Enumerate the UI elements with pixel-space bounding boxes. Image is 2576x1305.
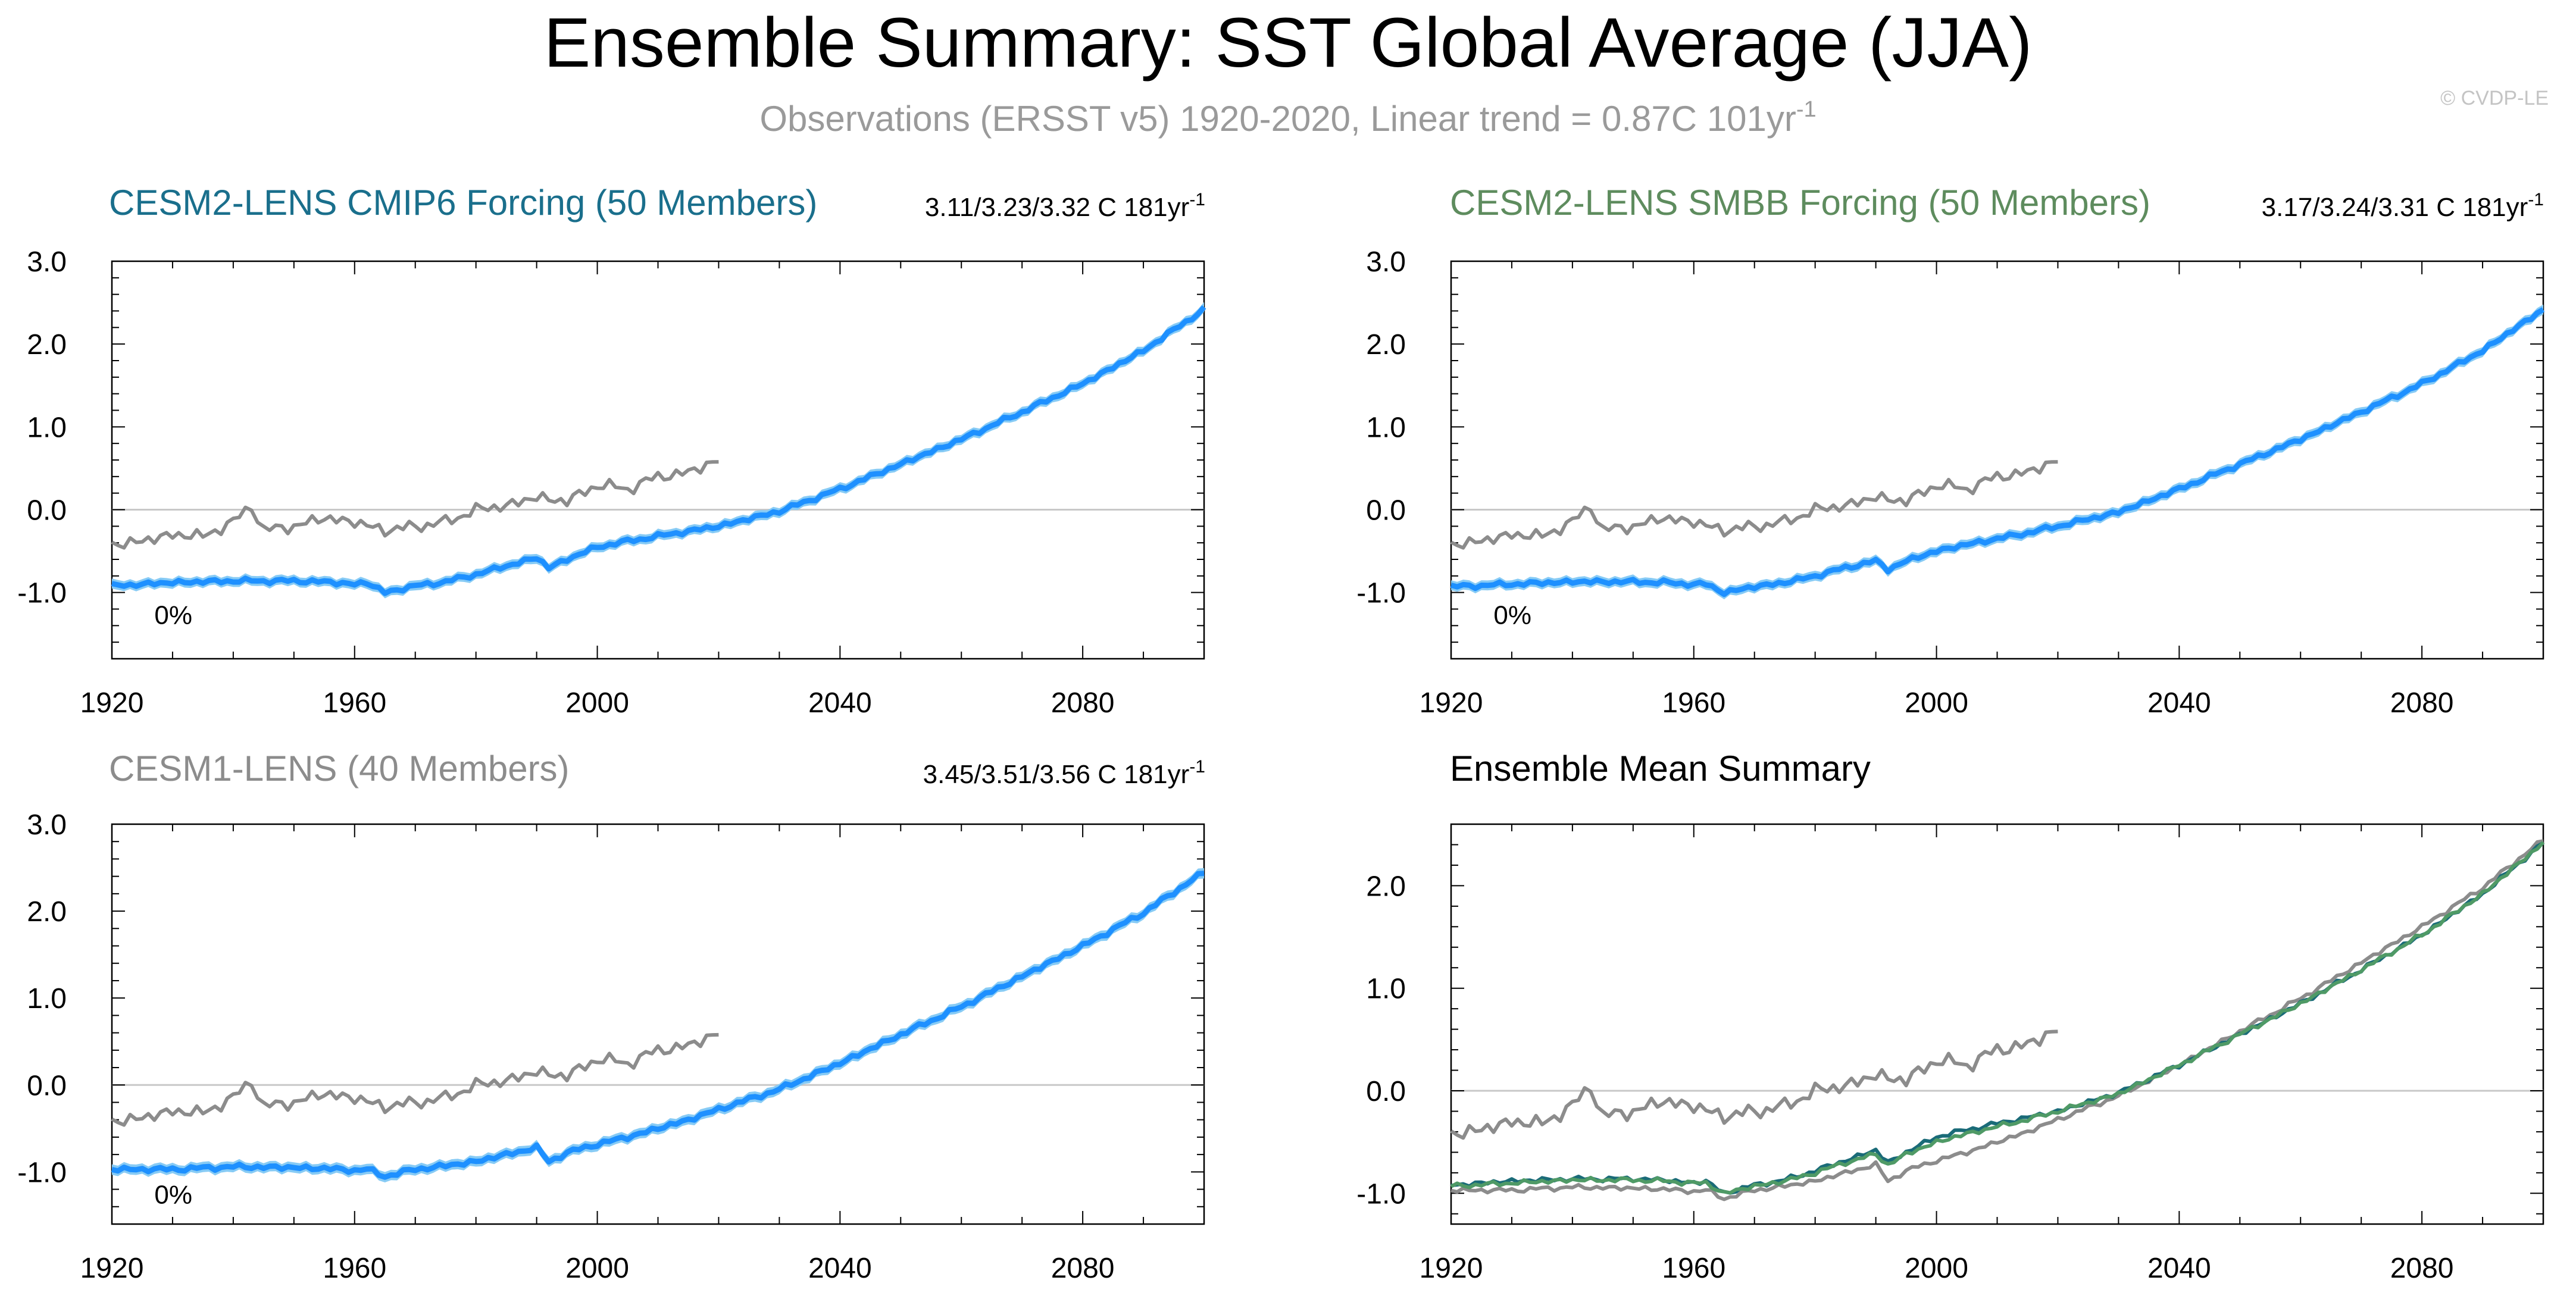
panel-mean-ytick-label: -1.0	[1356, 1178, 1406, 1210]
panel-cmip6-ytick-label: 0.0	[27, 495, 67, 527]
panel-smbb-frame	[1450, 260, 2544, 660]
panel-cmip6-xtick-label: 2040	[808, 687, 872, 719]
panel-smbb-ytick-label: 2.0	[1366, 329, 1406, 361]
panel-cesm1-axes: 3.0 2.0 1.0 0.0 -1.0 1920 1960 2000 2040 2080	[17, 809, 1205, 1284]
panel-cesm1-trend-text: 3.45/3.51/3.56 C 181yr	[923, 760, 1190, 789]
panel-cesm1-ytick-label: 0.0	[27, 1070, 67, 1101]
panel-mean-ytick-label: 1.0	[1366, 974, 1406, 1005]
panel-cmip6-ensemble-mean-line	[111, 305, 1206, 596]
panel-smbb: CESM2-LENS SMBB Forcing (50 Members) 3.1…	[1356, 183, 2545, 719]
panel-cmip6-title: CESM2-LENS CMIP6 Forcing (50 Members)	[109, 183, 817, 223]
panel-mean-observations-line	[1450, 1029, 2058, 1140]
panel-cmip6-xtick-label: 2000	[565, 687, 629, 719]
panel-cesm1-xtick-label: 2040	[808, 1253, 872, 1284]
panel-cesm1-ensemble-mean-line	[111, 871, 1205, 1180]
panel-mean-xtick-label: 2040	[2147, 1253, 2211, 1284]
panel-smbb-observations-line	[1450, 460, 2058, 550]
panel-cmip6-xtick-label: 2080	[1051, 687, 1115, 719]
panel-mean-mean-cmip6-line	[1450, 841, 2544, 1195]
panel-cesm1-percent-label: 0%	[154, 1180, 192, 1209]
panel-smbb-ytick-label: 1.0	[1366, 412, 1406, 443]
panel-cesm1-ytick-label: 1.0	[27, 983, 67, 1015]
page-subtitle-sup: -1	[1796, 97, 1817, 122]
panel-cmip6-ytick-label: 1.0	[27, 412, 67, 443]
panel-cmip6-ytick-label: 3.0	[27, 246, 67, 278]
panel-cesm1-ytick-label: -1.0	[17, 1157, 67, 1188]
panel-mean: Ensemble Mean Summary 2.0 1.0 0.0 -1.0 1920 1…	[1356, 749, 2545, 1284]
panel-smbb-xtick-label: 2040	[2147, 687, 2211, 719]
panel-mean-ytick-label: 0.0	[1366, 1076, 1406, 1107]
panel-cmip6-trend: 3.11/3.23/3.32 C 181yr-1	[925, 190, 1205, 222]
panel-mean-xtick-label: 2080	[2390, 1253, 2454, 1284]
panel-mean-mean-smbb-line	[1450, 841, 2545, 1195]
panel-smbb-xtick-label: 1920	[1420, 687, 1483, 719]
panel-cesm1-observations-line	[111, 1032, 719, 1127]
panel-mean-title: Ensemble Mean Summary	[1450, 749, 1871, 788]
panel-smbb-xtick-label: 2080	[2390, 687, 2454, 719]
panel-cesm1-ytick-label: 3.0	[27, 809, 67, 841]
panel-smbb-trend-text: 3.17/3.24/3.31 C 181yr	[2262, 193, 2528, 222]
panel-smbb-ensemble-mean-line	[1450, 307, 2545, 597]
panel-cesm1-title: CESM1-LENS (40 Members)	[109, 749, 570, 788]
panel-smbb-ensemble-spread	[1451, 304, 2543, 600]
panel-mean-xtick-label: 2000	[1905, 1253, 1968, 1284]
panel-cesm1: CESM1-LENS (40 Members) 3.45/3.51/3.56 C…	[17, 749, 1205, 1284]
panel-smbb-trend: 3.17/3.24/3.31 C 181yr-1	[2262, 190, 2544, 222]
panel-smbb-xtick-label: 1960	[1662, 687, 1725, 719]
panel-cmip6-ensemble-spread	[112, 302, 1204, 599]
panel-cmip6-trend-text: 3.11/3.23/3.32 C 181yr	[925, 193, 1189, 222]
panel-smbb-ytick-label: 0.0	[1366, 495, 1406, 527]
page-subtitle-text: Observations (ERSST v5) 1920-2020, Linea…	[759, 99, 1796, 139]
panel-smbb-ytick-label: -1.0	[1356, 578, 1406, 609]
page-title: Ensemble Summary: SST Global Average (JJ…	[544, 4, 2033, 82]
panel-cmip6-xtick-label: 1920	[80, 687, 144, 719]
panel-cesm1-xtick-label: 1920	[80, 1253, 144, 1284]
panel-smbb-axes: 3.0 2.0 1.0 0.0 -1.0 1920 1960 2000 2040 2080	[1356, 246, 2544, 719]
page-subtitle: Observations (ERSST v5) 1920-2020, Linea…	[759, 97, 1816, 139]
panel-cesm1-xtick-label: 2000	[565, 1253, 629, 1284]
panel-cmip6: CESM2-LENS CMIP6 Forcing (50 Members) 3.…	[17, 183, 1206, 719]
panel-mean-xtick-label: 1960	[1662, 1253, 1725, 1284]
panel-cesm1-ytick-label: 2.0	[27, 896, 67, 928]
panel-smbb-trend-sup: -1	[2528, 190, 2544, 209]
panel-cesm1-trend-sup: -1	[1189, 757, 1205, 777]
panel-cmip6-ytick-label: 2.0	[27, 329, 67, 361]
panel-cesm1-xtick-label: 1960	[323, 1253, 386, 1284]
panel-mean-mean-cesm1-line	[1450, 839, 2544, 1201]
panel-cmip6-ytick-label: -1.0	[17, 578, 67, 609]
watermark: © CVDP-LE	[2440, 87, 2549, 109]
panel-cmip6-xtick-label: 1960	[323, 687, 386, 719]
panel-cmip6-trend-sup: -1	[1189, 190, 1205, 209]
panel-mean-ytick-label: 2.0	[1366, 871, 1406, 902]
panel-mean-xtick-label: 1920	[1420, 1253, 1483, 1284]
panel-smbb-title: CESM2-LENS SMBB Forcing (50 Members)	[1450, 183, 2150, 223]
panel-cmip6-observations-line	[111, 460, 719, 550]
panel-cmip6-percent-label: 0%	[154, 601, 192, 630]
panel-smbb-percent-label: 0%	[1493, 601, 1531, 630]
panel-mean-frame	[1450, 823, 2544, 1225]
panel-smbb-xtick-label: 2000	[1905, 687, 1968, 719]
panel-cesm1-xtick-label: 2080	[1051, 1253, 1115, 1284]
panel-mean-axes: 2.0 1.0 0.0 -1.0 1920 1960 2000 2040 2080	[1356, 824, 2544, 1284]
panel-cmip6-frame	[111, 260, 1205, 660]
panel-cesm1-ensemble-spread	[112, 868, 1204, 1182]
panel-cmip6-axes: 3.0 2.0 1.0 0.0 -1.0 1920 1960 2000 2040 2080	[17, 246, 1205, 719]
panel-cesm1-trend: 3.45/3.51/3.56 C 181yr-1	[923, 757, 1205, 789]
panel-smbb-ytick-label: 3.0	[1366, 246, 1406, 278]
